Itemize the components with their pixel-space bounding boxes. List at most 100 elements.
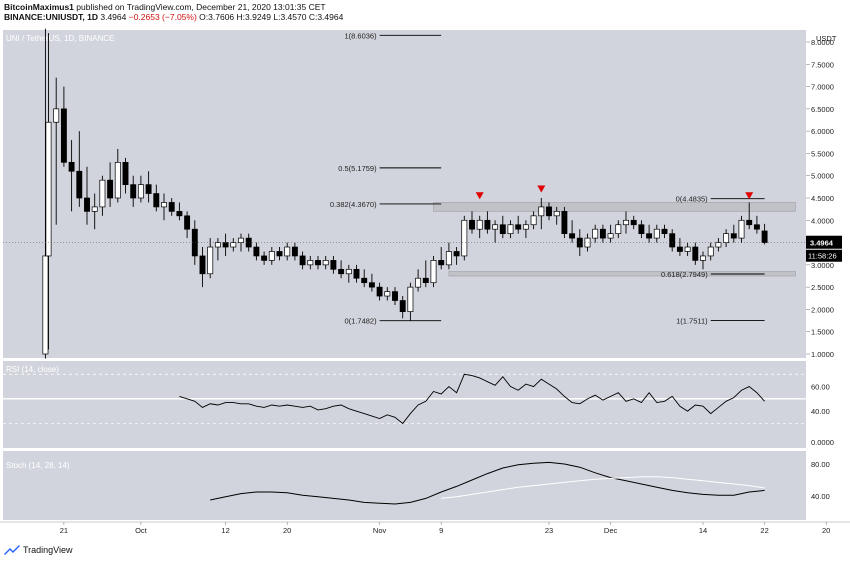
price-axis-label: 6.0000 bbox=[811, 127, 834, 136]
candle-body bbox=[361, 277, 368, 284]
fib-right-level-label: 0(4.4835) bbox=[676, 195, 709, 204]
candle-body bbox=[715, 242, 722, 248]
time-axis-label: 9 bbox=[439, 526, 443, 535]
candle-61 bbox=[507, 220, 514, 239]
candle-body bbox=[476, 219, 483, 230]
candle-88 bbox=[715, 238, 722, 252]
publisher-name[interactable]: BitcoinMaximus1 bbox=[4, 2, 74, 12]
candle-body bbox=[538, 206, 545, 217]
rejection-marker bbox=[745, 192, 754, 200]
candle-body bbox=[91, 206, 98, 212]
candle-body bbox=[176, 211, 183, 217]
candle-body bbox=[291, 246, 298, 257]
candle-body bbox=[599, 228, 606, 239]
candle-body bbox=[207, 246, 214, 275]
candle-84 bbox=[684, 242, 691, 256]
candle-body bbox=[222, 242, 229, 248]
candle-14 bbox=[145, 171, 152, 203]
candle-body bbox=[561, 211, 568, 235]
symbol-label: BINANCE:UNIUSDT, 1D bbox=[4, 12, 98, 22]
pane-rsi bbox=[3, 361, 806, 448]
last-price-tag-label: 3.4964 bbox=[810, 239, 834, 248]
candle-60 bbox=[499, 215, 506, 239]
candle-35 bbox=[307, 255, 314, 270]
main-pane-title: UNI / TetherUS, 1D, BINANCE bbox=[6, 34, 114, 43]
price-axis-label: 7.5000 bbox=[811, 60, 834, 69]
candle-body bbox=[615, 224, 622, 235]
candle-body bbox=[145, 184, 152, 194]
candle-body bbox=[707, 246, 714, 257]
candle-body bbox=[84, 197, 90, 212]
candle-66 bbox=[546, 202, 552, 221]
candle-body bbox=[515, 224, 522, 230]
time-axis-label: 20 bbox=[283, 526, 291, 535]
candle-36 bbox=[315, 255, 321, 270]
candle-body bbox=[630, 219, 637, 226]
candle-9 bbox=[107, 162, 114, 207]
candle-90 bbox=[730, 224, 737, 243]
candle-body bbox=[161, 202, 167, 208]
time-axis-label: 12 bbox=[221, 526, 229, 535]
time-axis-label: 14 bbox=[699, 526, 707, 535]
candle-13 bbox=[137, 175, 144, 203]
candle-body bbox=[684, 246, 691, 252]
candle-22 bbox=[207, 238, 214, 279]
candle-52 bbox=[438, 247, 445, 270]
price-axis-label: 8.0000 bbox=[811, 38, 834, 47]
candle-64 bbox=[530, 211, 537, 230]
candle-body bbox=[384, 291, 391, 297]
candle-47 bbox=[399, 296, 406, 319]
tradingview-footer[interactable]: TradingView bbox=[4, 545, 73, 555]
candle-87 bbox=[707, 242, 714, 261]
candle-54 bbox=[453, 247, 460, 265]
candle-body bbox=[315, 260, 321, 266]
candle-body bbox=[345, 268, 352, 275]
pane-stoch bbox=[3, 451, 806, 520]
rejection-marker bbox=[537, 185, 546, 193]
candle-63 bbox=[522, 220, 529, 239]
candle-4 bbox=[68, 140, 75, 212]
candle-body bbox=[261, 255, 268, 261]
candle-31 bbox=[276, 247, 283, 261]
candle-body bbox=[607, 233, 614, 239]
candle-29 bbox=[261, 251, 268, 265]
candle-body bbox=[353, 268, 360, 279]
candle-0 bbox=[42, 28, 49, 359]
candle-body bbox=[122, 161, 129, 185]
candle-body bbox=[422, 277, 429, 284]
candle-17 bbox=[168, 198, 175, 216]
candle-body bbox=[114, 161, 121, 199]
fib-left-level-label: 0.382(4.3670) bbox=[330, 200, 377, 209]
rsi-axis-zero: 0.0000 bbox=[811, 438, 834, 447]
candle-body bbox=[638, 224, 645, 235]
candle-12 bbox=[130, 175, 137, 207]
price-axis-label: 4.5000 bbox=[811, 194, 834, 203]
candle-1 bbox=[45, 33, 52, 350]
candle-body bbox=[238, 237, 244, 243]
tradingview-logo-icon bbox=[4, 545, 20, 555]
candle-39 bbox=[338, 260, 345, 279]
candle-body bbox=[445, 251, 452, 266]
candle-body bbox=[438, 260, 445, 266]
candle-body bbox=[646, 233, 653, 239]
countdown-tag-label: 11:58:26 bbox=[808, 252, 837, 261]
fib-left-level-label: 0.5(5.1759) bbox=[338, 164, 377, 173]
candle-32 bbox=[284, 242, 291, 261]
time-axis-label: Oct bbox=[135, 526, 148, 535]
candle-59 bbox=[492, 220, 499, 243]
candle-43 bbox=[368, 273, 375, 292]
price-axis-label: 1.0000 bbox=[811, 350, 834, 359]
candle-body bbox=[761, 230, 768, 243]
candle-93 bbox=[753, 215, 760, 234]
candle-25 bbox=[230, 238, 237, 252]
candle-body bbox=[461, 219, 468, 257]
candle-body bbox=[492, 224, 499, 230]
last-price: 3.4964 bbox=[100, 12, 127, 22]
candle-body bbox=[692, 246, 699, 261]
candle-body bbox=[60, 108, 67, 163]
candle-69 bbox=[569, 220, 576, 243]
candle-body bbox=[199, 255, 206, 275]
candle-72 bbox=[592, 224, 599, 243]
candle-58 bbox=[484, 211, 491, 234]
